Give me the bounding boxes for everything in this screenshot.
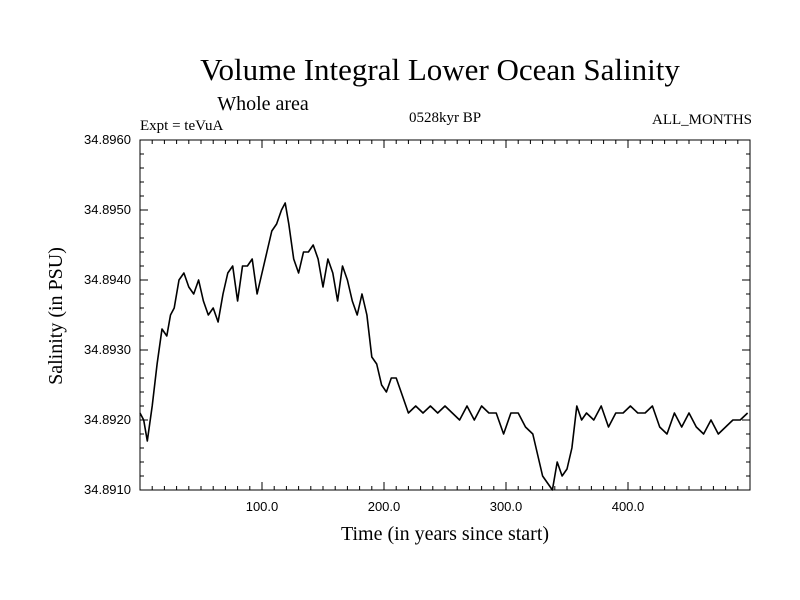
y-tick-label: 34.8940: [84, 272, 131, 287]
salinity-series-line: [139, 202, 749, 491]
y-tick-label: 34.8920: [84, 412, 131, 427]
x-tick-label: 200.0: [368, 499, 401, 514]
y-tick-label: 34.8960: [84, 132, 131, 147]
chart-subtitle: Whole area: [217, 93, 309, 115]
x-tick-label: 300.0: [490, 499, 523, 514]
y-tick-label: 34.8910: [84, 482, 131, 497]
experiment-label: Expt = teVuA: [140, 118, 224, 134]
y-axis-ticks: [140, 153, 750, 477]
x-axis-ticks: [151, 140, 739, 490]
y-tick-label: 34.8930: [84, 342, 131, 357]
y-axis-label: Salinity (in PSU): [45, 247, 67, 385]
period-label: 0528kyr BP: [409, 110, 481, 126]
y-tick-label: 34.8950: [84, 202, 131, 217]
x-tick-label: 400.0: [612, 499, 645, 514]
x-axis-label: Time (in years since start): [341, 523, 549, 545]
plot-frame: [139, 139, 751, 491]
x-tick-label: 100.0: [246, 499, 279, 514]
months-label: ALL_MONTHS: [652, 112, 752, 128]
y-axis-tick-labels: 34.8910 34.8920 34.8930 34.8940 34.8950 34.89…: [84, 132, 131, 497]
x-axis-tick-labels: 100.0 200.0 300.0 400.0: [246, 499, 645, 514]
chart-title: Volume Integral Lower Ocean Salinity: [200, 52, 680, 87]
